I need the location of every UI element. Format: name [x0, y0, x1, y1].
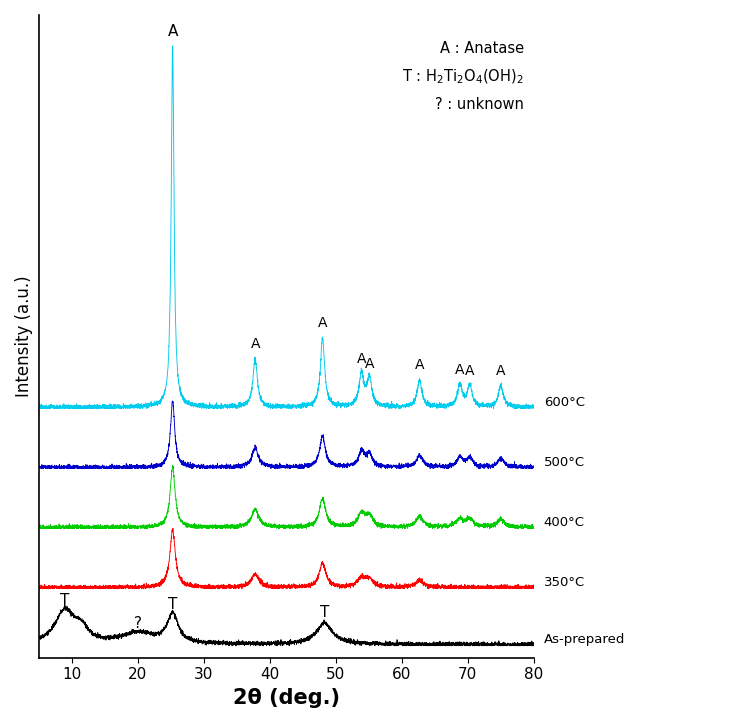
Text: 400°C: 400°C: [544, 516, 585, 529]
Text: A: A: [455, 363, 464, 377]
Y-axis label: Intensity (a.u.): Intensity (a.u.): [15, 275, 33, 397]
Text: 500°C: 500°C: [544, 456, 585, 469]
Text: A : Anatase
T : H$_2$Ti$_2$O$_4$(OH)$_2$
? : unknown: A : Anatase T : H$_2$Ti$_2$O$_4$(OH)$_2$…: [402, 40, 524, 112]
Text: A: A: [496, 364, 506, 378]
Text: T: T: [61, 593, 70, 608]
Text: ?: ?: [133, 616, 141, 631]
Text: As-prepared: As-prepared: [544, 633, 625, 646]
Text: T: T: [168, 597, 177, 612]
Text: A: A: [356, 352, 366, 367]
Text: A: A: [415, 359, 424, 372]
Text: 350°C: 350°C: [544, 576, 585, 589]
Text: 600°C: 600°C: [544, 396, 585, 409]
Text: A: A: [318, 317, 327, 330]
Text: A: A: [251, 338, 260, 351]
Text: A: A: [465, 364, 475, 378]
Text: A: A: [364, 356, 374, 371]
X-axis label: 2θ (deg.): 2θ (deg.): [233, 688, 340, 708]
Text: A: A: [168, 24, 178, 39]
Text: T: T: [320, 605, 330, 620]
